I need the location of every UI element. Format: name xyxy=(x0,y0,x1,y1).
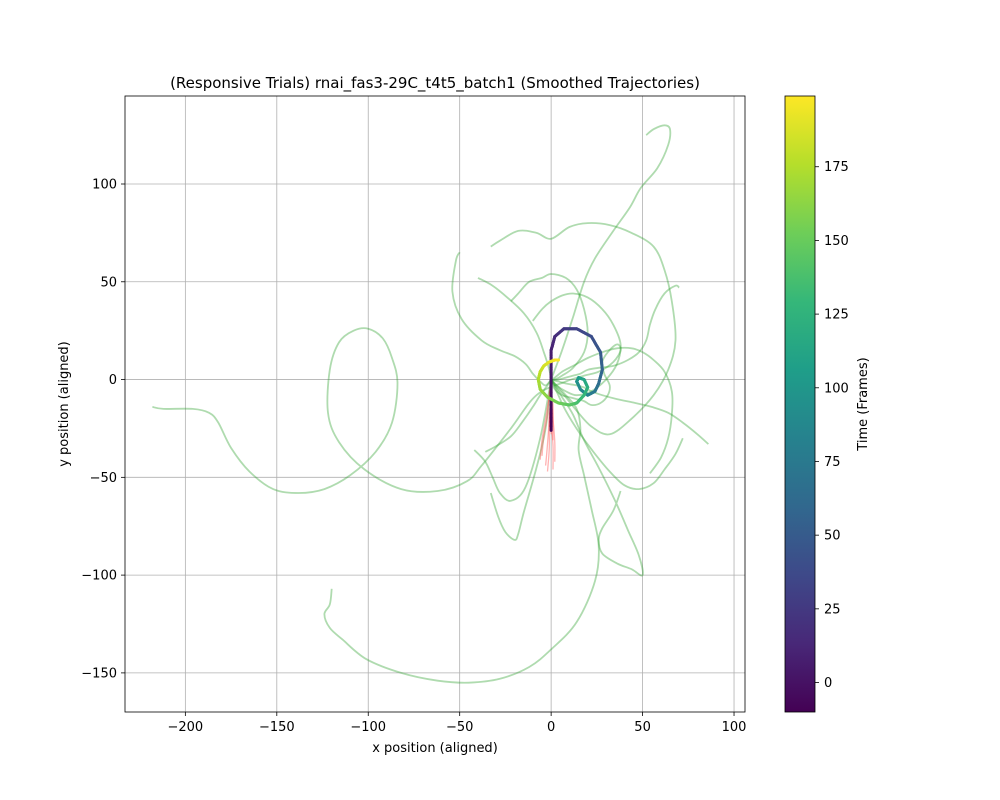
trial-trajectory-line xyxy=(473,379,552,502)
colorbar-tick-label: 50 xyxy=(824,529,841,544)
trial-trajectory-line xyxy=(489,379,552,541)
colorbar-tick-label: 175 xyxy=(824,160,849,175)
colorbar: 0 25 50 75 100 125 150 175 Time (Frames) xyxy=(784,95,871,713)
x-tick-label: 100 xyxy=(722,720,747,735)
trial-trajectory-line xyxy=(550,378,709,445)
trial-trajectory-line xyxy=(550,379,684,491)
trial-trajectory-line xyxy=(550,124,672,380)
colorbar-gradient xyxy=(785,96,815,712)
trial-trajectory-line xyxy=(484,379,552,453)
trial-trajectories xyxy=(152,124,709,684)
x-tick-label: −150 xyxy=(259,720,295,735)
y-tick-label: −50 xyxy=(90,471,117,486)
trial-trajectory-line xyxy=(152,327,622,494)
y-tick-label: 0 xyxy=(109,373,117,388)
colorbar-tick-label: 150 xyxy=(824,234,849,249)
x-tick-label: −200 xyxy=(167,720,203,735)
trial-trajectory-line xyxy=(532,292,622,397)
axes-background xyxy=(125,96,745,712)
x-tick-label: −100 xyxy=(350,720,386,735)
y-tick-label: −100 xyxy=(81,569,117,584)
colorbar-tick-label: 0 xyxy=(824,676,832,691)
mean-trajectory xyxy=(536,327,604,432)
gridlines xyxy=(125,96,745,712)
y-ticks: −150 −100 −50 0 50 100 xyxy=(81,178,125,681)
y-tick-label: −150 xyxy=(81,666,117,681)
x-tick-label: 0 xyxy=(547,720,555,735)
trial-trajectory-line xyxy=(550,346,674,474)
trial-trajectory-line xyxy=(477,277,552,380)
x-ticks: −200 −150 −100 −50 0 50 100 xyxy=(167,712,746,735)
trial-trajectory-line xyxy=(323,378,600,684)
colorbar-tick-label: 75 xyxy=(824,455,841,470)
x-axis-label: x position (aligned) xyxy=(372,741,498,756)
colorbar-tick-label: 25 xyxy=(824,602,841,617)
plot-area: −200 −150 −100 −50 0 50 100 −150 −100 −50 0 50 100 xyxy=(81,95,746,735)
chart-title: (Responsive Trials) rnai_fas3-29C_t4t5_b… xyxy=(170,74,700,93)
y-tick-label: 50 xyxy=(100,275,117,290)
trial-trajectory-line xyxy=(551,284,680,381)
colorbar-tick-label: 100 xyxy=(824,381,849,396)
x-tick-label: 50 xyxy=(634,720,651,735)
colorbar-tick-label: 125 xyxy=(824,308,849,323)
colorbar-frame xyxy=(784,95,816,713)
colorbar-ticks: 0 25 50 75 100 125 150 175 xyxy=(815,160,849,691)
colorbar-label: Time (Frames) xyxy=(856,357,871,451)
axes-frame xyxy=(124,95,746,713)
trial-trajectory-line xyxy=(451,251,552,387)
trial-trajectory-line xyxy=(550,379,644,577)
trial-trajectory-line xyxy=(490,222,677,436)
trial-trajectory-line xyxy=(510,273,589,381)
y-axis-label: y position (aligned) xyxy=(57,341,72,467)
x-tick-label: −50 xyxy=(446,720,473,735)
y-tick-label: 100 xyxy=(92,178,117,193)
